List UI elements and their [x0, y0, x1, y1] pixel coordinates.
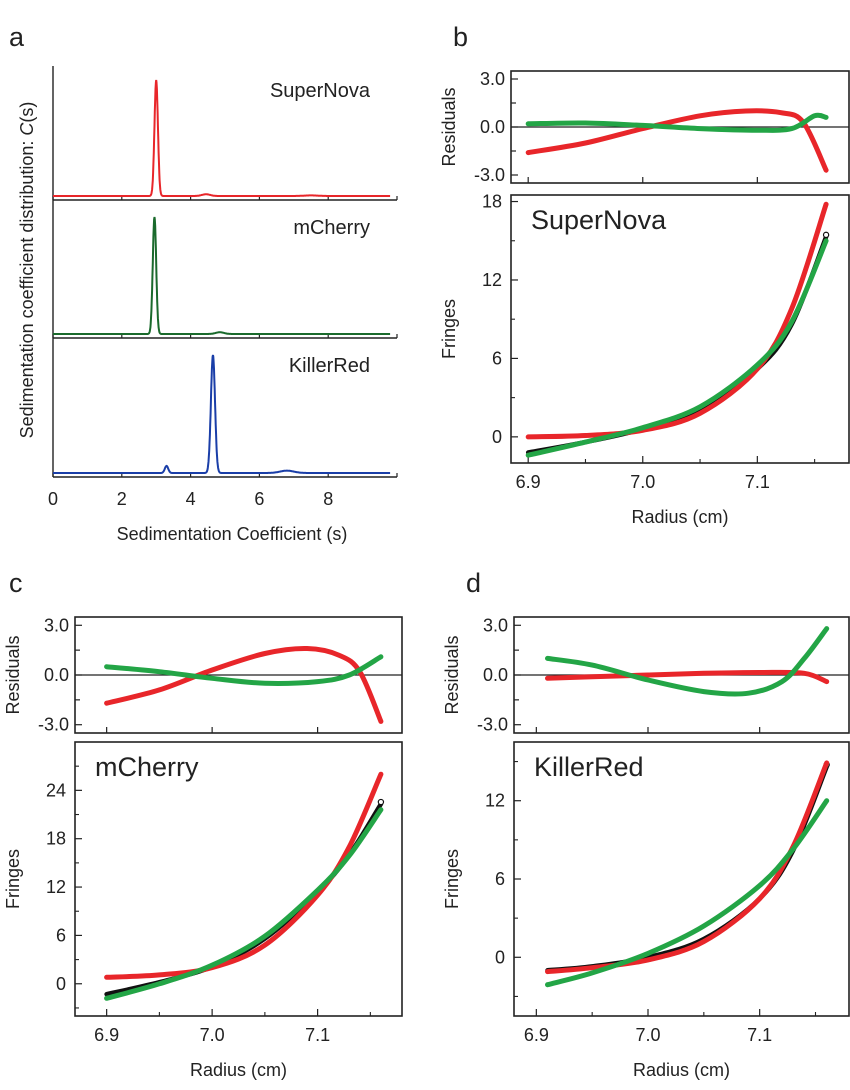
- panel-c-fringes-tick-label: 18: [46, 829, 66, 849]
- panel-c-x-tick-label: 7.1: [305, 1025, 330, 1045]
- panel-b-x-tick-label: 6.9: [516, 472, 541, 492]
- panel-d-x-tick-label: 7.0: [635, 1025, 660, 1045]
- panel-letter-a: a: [9, 22, 25, 52]
- panel-b-residuals-red-series: [525, 108, 829, 173]
- panel-c-fit-red-series: [104, 771, 384, 980]
- panel-b-protein-name: SuperNova: [531, 205, 667, 235]
- panel-b-x-tick-label: 7.0: [630, 472, 655, 492]
- panel-b-residuals-green-series: [525, 112, 829, 133]
- panel-a-x-tick-label: 4: [186, 489, 196, 509]
- panel-b-residuals-tick-label: -3.0: [474, 165, 505, 185]
- panel-b-residuals-tick-label: 0.0: [480, 117, 505, 137]
- panel-d-protein-name: KillerRed: [534, 752, 644, 782]
- panel-d-data-series: [545, 764, 829, 973]
- panel-a-curve-KillerRed: [53, 354, 391, 474]
- panel-c-x-tick-label: 7.0: [200, 1025, 225, 1045]
- panel-c-fit-green-series: [104, 807, 384, 1001]
- panel-a-label-KillerRed: KillerRed: [289, 355, 370, 377]
- panel-c-fringes-tick-label: 24: [46, 780, 66, 800]
- panel-a-curve-mCherry: [53, 216, 391, 335]
- panel-d-x-tick-label: 7.1: [747, 1025, 772, 1045]
- panel-c-residuals-tick-label: -3.0: [38, 715, 69, 735]
- panel-b-fringes-tick-label: 6: [492, 348, 502, 368]
- panel-b-fringes-tick-label: 0: [492, 427, 502, 447]
- panel-c-residuals-red-series: [104, 645, 384, 724]
- panel-d-x-axis-title: Radius (cm): [633, 1060, 730, 1080]
- panel-d-fringes-tick-label: 6: [495, 869, 505, 889]
- panel-c-fringes-frame: [74, 741, 403, 1017]
- panel-c-x-tick-label: 6.9: [94, 1025, 119, 1045]
- panel-b-fit-green-series: [525, 238, 829, 458]
- panel-a-label-SuperNova: SuperNova: [270, 80, 371, 102]
- panel-a-x-tick-label: 6: [254, 489, 264, 509]
- panel-c-data-end-point: [377, 798, 385, 806]
- panel-d-residuals-tick-label: -3.0: [477, 715, 508, 735]
- panel-letter-b: b: [453, 22, 468, 52]
- panel-b-fringes-tick-label: 12: [482, 270, 502, 290]
- panel-b-residuals-tick-label: 3.0: [480, 69, 505, 89]
- panel-letter-c: c: [9, 568, 23, 598]
- panel-b-fringes-tick-label: 18: [482, 192, 502, 212]
- panel-d-fringes-frame: [513, 741, 850, 1017]
- panel-b-data-end-point: [822, 231, 830, 239]
- panel-d-fit-green-series: [545, 798, 830, 988]
- panel-c-residuals-y-title: Residuals: [3, 635, 23, 714]
- panel-a-x-tick-label: 0: [48, 489, 58, 509]
- panel-c-x-axis-title: Radius (cm): [190, 1060, 287, 1080]
- panel-c-fringes-tick-label: 12: [46, 877, 66, 897]
- panel-a-curve-SuperNova: [53, 79, 391, 197]
- panel-a-x-axis-title: Sedimentation Coefficient (s): [117, 524, 348, 544]
- panel-b-x-axis-title: Radius (cm): [631, 507, 728, 527]
- panel-a-label-mCherry: mCherry: [293, 217, 370, 239]
- panel-d-residuals-tick-label: 0.0: [483, 665, 508, 685]
- panel-d-fit-red-series: [545, 760, 830, 975]
- y-label-text: Sedimentation coefficient distribution:: [17, 136, 37, 439]
- panel-d-fringes-tick-label: 12: [485, 791, 505, 811]
- panel-a-x-tick-label: 2: [117, 489, 127, 509]
- panel-c-fringes-y-title: Fringes: [3, 849, 23, 909]
- panel-b-fringes-frame: [510, 194, 850, 464]
- panel-c-fringes-tick-label: 6: [56, 925, 66, 945]
- y-label-symbol: C: [17, 122, 37, 136]
- panel-d-x-tick-label: 6.9: [524, 1025, 549, 1045]
- panel-d-residuals-green-series: [545, 626, 830, 697]
- panel-b-residuals-y-title: Residuals: [439, 87, 459, 166]
- panel-c-residuals-tick-label: 3.0: [44, 615, 69, 635]
- panel-b-fringes-y-title: Fringes: [439, 299, 459, 359]
- panel-letter-d: d: [466, 568, 481, 598]
- panel-a-y-axis-title: Sedimentation coefficient distribution: …: [17, 102, 37, 439]
- panel-b-x-tick-label: 7.1: [745, 472, 770, 492]
- panel-c-residuals-green-series: [104, 654, 384, 686]
- y-label-unit: (s): [17, 102, 37, 123]
- panel-c-data-series: [104, 801, 384, 997]
- panel-c-protein-name: mCherry: [95, 752, 199, 782]
- panel-d-residuals-tick-label: 3.0: [483, 615, 508, 635]
- panel-d-fringes-y-title: Fringes: [442, 849, 462, 909]
- panel-c-fringes-tick-label: 0: [56, 974, 66, 994]
- panel-c-residuals-tick-label: 0.0: [44, 665, 69, 685]
- panel-d-residuals-red-series: [545, 669, 830, 685]
- panel-b-fit-red-series: [525, 201, 829, 440]
- panel-a-x-tick-label: 8: [323, 489, 333, 509]
- panel-d-fringes-tick-label: 0: [495, 947, 505, 967]
- panel-d-residuals-y-title: Residuals: [442, 635, 462, 714]
